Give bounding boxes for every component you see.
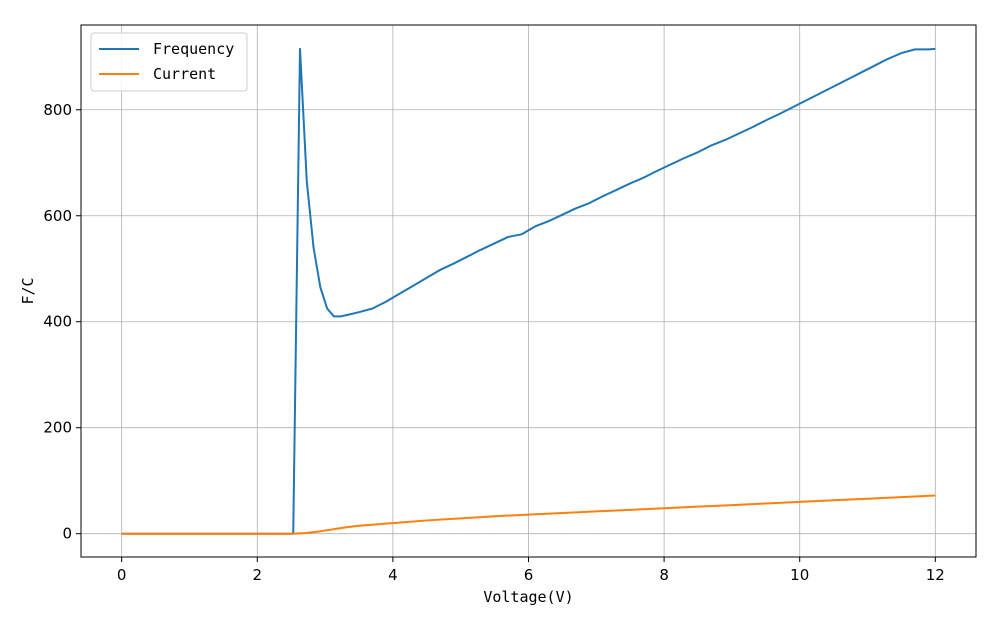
series-group — [121, 47, 936, 535]
x-tick-label: 4 — [388, 566, 398, 584]
x-tick-label: 8 — [659, 566, 669, 584]
y-tick-label: 0 — [62, 525, 72, 543]
legend-label-current: Current — [153, 65, 216, 83]
series-line-frequency — [121, 47, 936, 535]
y-tick-label: 400 — [43, 313, 72, 331]
grid-lines — [81, 25, 976, 557]
y-axis-title: F/C — [19, 277, 37, 304]
legend: Frequency Current — [90, 32, 248, 92]
x-tick-label: 6 — [524, 566, 534, 584]
x-tick-label: 10 — [790, 566, 809, 584]
x-tick-label: 0 — [117, 566, 127, 584]
x-tick-label: 2 — [253, 566, 263, 584]
y-tick-label: 800 — [43, 101, 72, 119]
x-axis-title: Voltage(V) — [483, 588, 573, 606]
x-tick-label: 12 — [926, 566, 945, 584]
legend-label-frequency: Frequency — [153, 40, 234, 58]
y-tick-label: 200 — [43, 419, 72, 437]
legend-box — [90, 32, 248, 92]
axis-ticks: 0 2 4 6 8 10 12 0 200 400 600 800 — [43, 101, 945, 584]
series-line-current — [121, 494, 936, 535]
y-tick-label: 600 — [43, 207, 72, 225]
